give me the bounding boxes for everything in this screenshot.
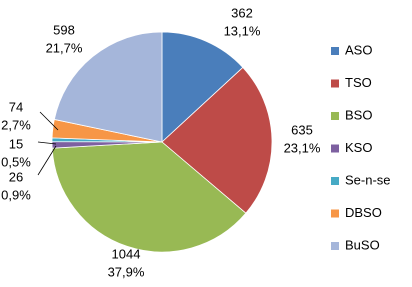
legend-label: KSO [345,140,372,155]
percent-label: 2,7% [1,117,31,132]
data-label: 598 [53,22,75,37]
legend-swatch [331,242,339,250]
legend-swatch [331,177,339,185]
legend-swatch [331,209,339,218]
data-label: 1044 [112,246,141,261]
legend-label: DBSO [345,205,382,220]
legend-label: Se-n-se [345,172,391,187]
legend-label: BuSO [345,237,380,252]
percent-label: 13,1% [224,23,261,38]
legend-swatch [331,144,339,153]
percent-label: 23,1% [284,140,321,155]
percent-label: 37,9% [108,264,145,279]
data-label: 15 [9,136,23,151]
percent-label: 0,9% [1,187,31,202]
legend-label: TSO [345,75,372,90]
leader-line [37,145,57,176]
legend-swatch [331,47,339,55]
legend-swatch [331,79,339,88]
pie-slice [51,141,247,253]
data-label: 26 [9,169,23,184]
percent-label: 0,5% [1,154,31,169]
leader-line [37,141,57,145]
legend-label: BSO [345,107,372,122]
data-label: 362 [231,5,253,20]
pie-slice [161,66,273,214]
leader-line [39,111,59,131]
pie-slice [53,31,163,143]
data-label: 635 [291,122,313,137]
pie-slice [161,31,244,143]
legend-swatch [331,112,339,120]
legend-label: ASO [345,42,372,57]
percent-label: 21,7% [46,40,83,55]
data-label: 74 [9,99,23,114]
